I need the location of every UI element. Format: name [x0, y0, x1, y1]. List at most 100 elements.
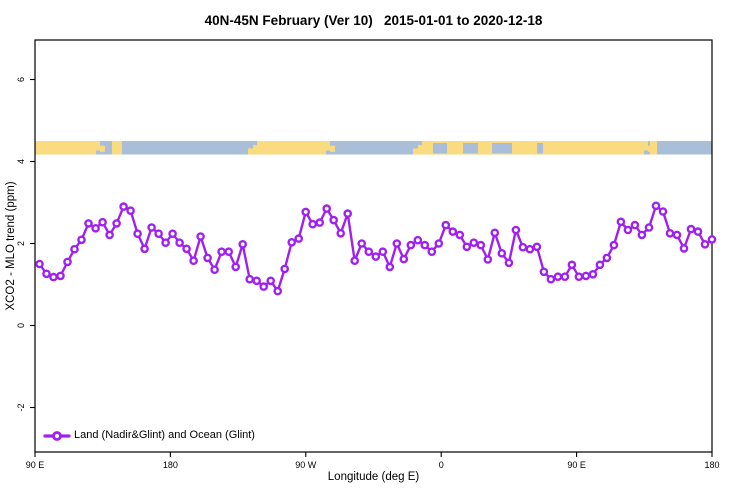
data-point: [602, 253, 612, 263]
data-point: [287, 237, 297, 247]
ocean-patch: [537, 143, 544, 154]
coastline-notch: [330, 145, 336, 152]
data-point: [126, 206, 135, 215]
ocean-patch: [492, 143, 513, 154]
data-point: [147, 223, 156, 232]
data-point: [77, 235, 86, 245]
data-point: [315, 218, 325, 227]
data-point: [105, 230, 114, 240]
data-point: [441, 220, 451, 230]
data-point: [595, 260, 605, 270]
data-point: [168, 229, 177, 238]
data-point: [252, 276, 262, 286]
y-tick-label: 4: [16, 159, 26, 164]
data-point: [560, 272, 570, 282]
data-point: [644, 223, 654, 232]
data-point: [476, 240, 486, 250]
data-point: [119, 202, 128, 211]
x-tick-label: 180: [163, 460, 178, 470]
x-tick-label: 90 E: [26, 460, 45, 470]
data-point: [308, 219, 318, 229]
data-point: [616, 217, 626, 227]
x-axis-title: Longitude (deg E): [327, 471, 420, 483]
y-tick-label: -2: [16, 403, 26, 411]
data-point: [336, 228, 346, 238]
data-point: [322, 204, 332, 213]
y-tick-label: 2: [16, 241, 26, 246]
legend-label: Land (Nadir&Glint) and Ocean (Glint): [74, 429, 255, 441]
chart-title: 40N-45N February (Ver 10) 2015-01-01 to …: [204, 13, 543, 28]
data-point: [497, 248, 507, 258]
plot-box: [34, 39, 713, 453]
data-point: [448, 227, 458, 236]
data-point: [210, 265, 219, 275]
data-point: [672, 230, 682, 240]
data-point: [231, 262, 240, 272]
data-point: [371, 252, 381, 261]
land-segment: [418, 141, 649, 155]
data-point: [455, 230, 465, 240]
data-point: [189, 256, 198, 266]
data-point: [35, 259, 44, 269]
x-tick-label: 0: [439, 460, 444, 470]
data-point: [462, 242, 472, 252]
data-point: [399, 254, 409, 264]
data-point: [511, 225, 521, 235]
data-point: [588, 269, 598, 279]
data-point: [581, 271, 591, 281]
data-point: [266, 276, 276, 286]
data-point: [392, 239, 402, 248]
y-tick-label: 0: [16, 323, 26, 328]
coastline-notch: [644, 150, 649, 155]
data-point: [42, 269, 51, 279]
data-point: [91, 223, 100, 233]
data-point: [357, 239, 367, 248]
ocean-patch: [463, 143, 479, 154]
data-point: [686, 224, 696, 234]
data-point: [665, 228, 675, 238]
data-point: [154, 229, 163, 238]
data-point: [679, 244, 689, 253]
data-point: [427, 247, 437, 256]
legend-marker-circle: [52, 431, 62, 441]
data-point: [63, 257, 72, 267]
land-segment: [252, 141, 331, 155]
data-point: [280, 264, 290, 274]
coastline-notch: [418, 141, 423, 146]
land-segment: [35, 141, 100, 155]
data-point: [630, 220, 640, 230]
data-point: [133, 229, 142, 238]
data-point: [518, 242, 528, 252]
data-point: [294, 234, 304, 243]
data-point: [329, 215, 339, 225]
data-point: [217, 247, 226, 256]
data-point: [273, 286, 283, 296]
data-point: [385, 262, 395, 272]
data-point: [637, 230, 647, 240]
data-point: [623, 225, 633, 235]
data-point: [651, 201, 661, 211]
data-point: [175, 238, 184, 247]
data-point: [350, 256, 360, 266]
data-point: [98, 217, 107, 227]
data-point: [700, 239, 710, 249]
data-point: [420, 240, 430, 250]
data-point: [245, 274, 254, 284]
data-point: [182, 244, 191, 254]
data-point: [567, 260, 577, 270]
data-point: [70, 244, 79, 254]
data-point: [56, 271, 65, 281]
data-point: [140, 244, 149, 254]
data-point: [553, 272, 563, 282]
data-point: [196, 232, 205, 241]
data-point: [658, 207, 668, 216]
data-point: [525, 244, 535, 254]
x-tick-label: 90 W: [295, 460, 317, 470]
data-point: [707, 235, 717, 244]
coastline-notch: [247, 148, 253, 155]
ocean-patch: [432, 143, 448, 154]
coastline-notch: [99, 145, 105, 152]
data-point: [112, 219, 121, 228]
coastline-notch: [95, 150, 100, 155]
